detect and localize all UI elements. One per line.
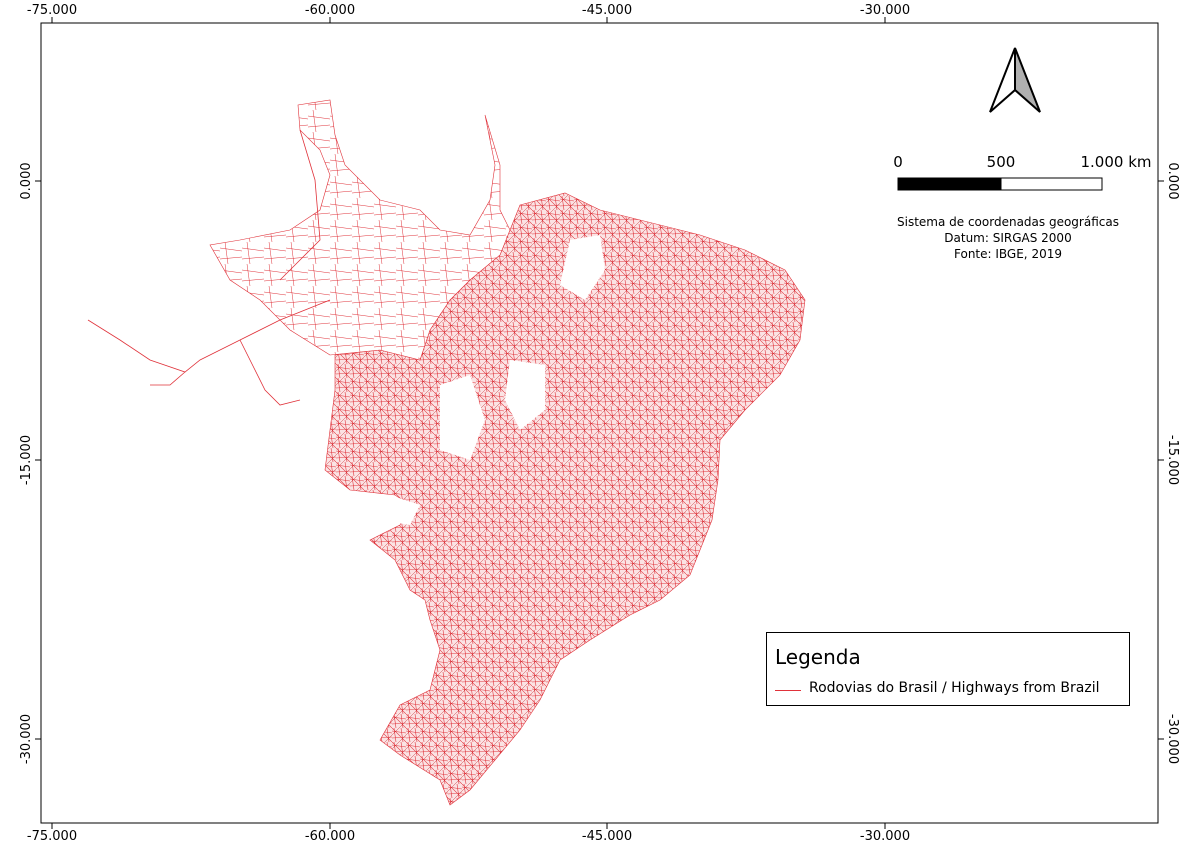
scale-bar bbox=[897, 177, 1103, 191]
x-tick-bottom-1: -75.000 bbox=[27, 829, 77, 844]
legend-title: Legenda bbox=[775, 645, 861, 669]
scale-label-500: 500 bbox=[987, 153, 1016, 171]
road-north-1 bbox=[279, 129, 321, 281]
scale-bar-white bbox=[1000, 177, 1103, 191]
road-west-1 bbox=[87, 299, 331, 373]
road-west-2 bbox=[150, 339, 301, 406]
legend: Legenda Rodovias do Brasil / Highways fr… bbox=[766, 632, 1130, 706]
y-tick-right-1: 0.000 bbox=[1165, 162, 1180, 199]
y-tick-right-2: -15.000 bbox=[1165, 435, 1180, 485]
x-tick-top-3: -45.000 bbox=[582, 3, 632, 18]
x-tick-bottom-2: -60.000 bbox=[305, 829, 355, 844]
y-tick-left-2: -15.000 bbox=[19, 435, 34, 485]
y-tick-left-1: 0.000 bbox=[19, 162, 34, 199]
gap-2 bbox=[505, 360, 545, 430]
x-tick-top-2: -60.000 bbox=[305, 3, 355, 18]
x-tick-bottom-3: -45.000 bbox=[582, 829, 632, 844]
frame-ticks bbox=[35, 17, 1164, 829]
road-network-dense bbox=[324, 192, 806, 806]
x-tick-top-1: -75.000 bbox=[27, 3, 77, 18]
gap-3 bbox=[560, 235, 605, 300]
crs-text: Sistema de coordenadas geográficas bbox=[897, 215, 1119, 229]
y-tick-left-3: -30.000 bbox=[19, 714, 34, 764]
scale-label-1000: 1.000 km bbox=[1080, 153, 1151, 171]
gap-1 bbox=[440, 375, 485, 460]
scale-label-0: 0 bbox=[893, 153, 903, 171]
gap-4 bbox=[380, 495, 420, 525]
brazil-road-network bbox=[87, 99, 806, 806]
scale-bar-black bbox=[897, 177, 1002, 191]
x-tick-top-4: -30.000 bbox=[860, 3, 910, 18]
north-arrow-icon bbox=[989, 47, 1041, 113]
y-tick-right-3: -30.000 bbox=[1165, 714, 1180, 764]
x-tick-bottom-4: -30.000 bbox=[860, 829, 910, 844]
source-text: Fonte: IBGE, 2019 bbox=[954, 247, 1062, 261]
road-network-sparse bbox=[209, 99, 511, 361]
datum-text: Datum: SIRGAS 2000 bbox=[944, 231, 1071, 245]
legend-item-label: Rodovias do Brasil / Highways from Brazi… bbox=[809, 680, 1100, 696]
legend-swatch bbox=[775, 690, 801, 691]
